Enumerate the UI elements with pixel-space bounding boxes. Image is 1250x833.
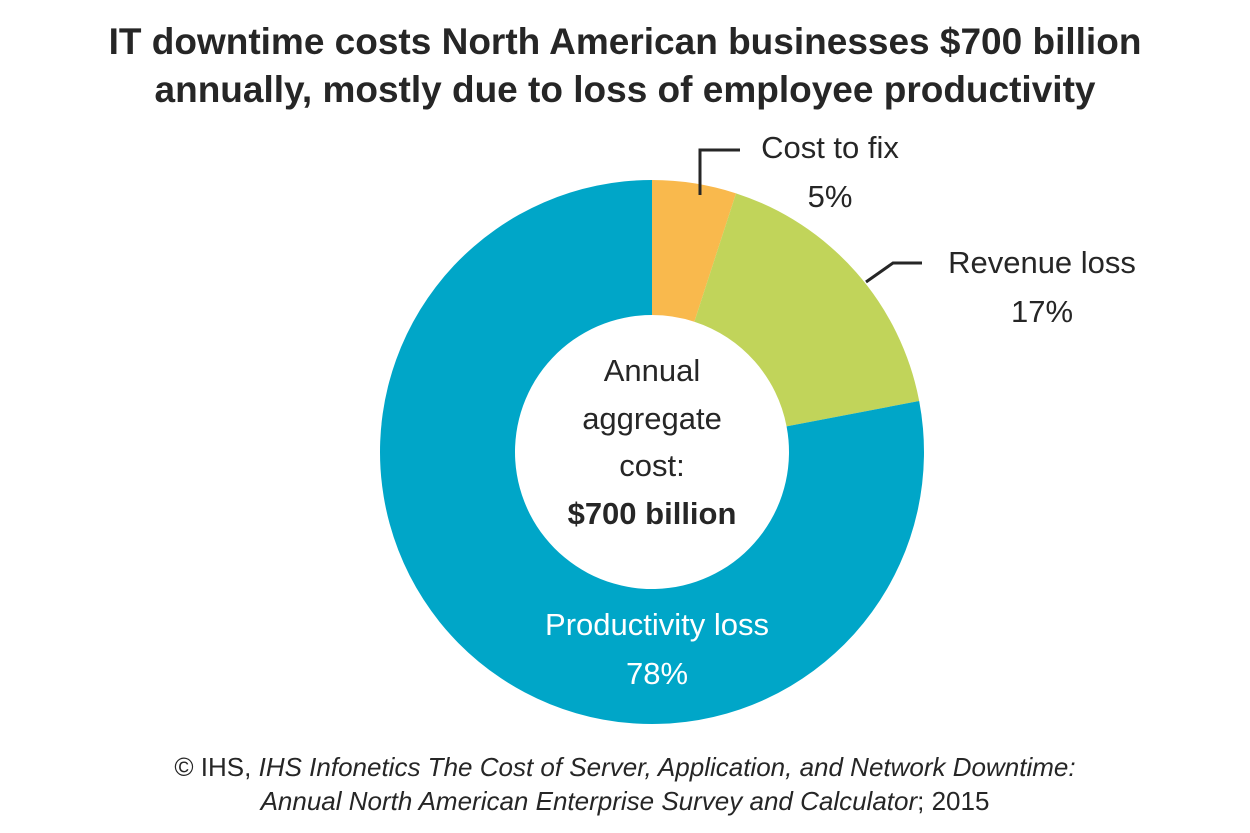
slice: [380, 180, 924, 724]
value-label: 5%: [808, 179, 853, 214]
center-label: Annual: [604, 353, 701, 388]
source: Annual North American Enterprise Survey …: [259, 786, 990, 816]
slice-label: Productivity loss: [545, 607, 769, 642]
slice-label: Cost to fix: [761, 130, 899, 165]
slice: [694, 193, 920, 427]
leader-line: [865, 261, 922, 284]
source: © IHS, IHS Infonetics The Cost of Server…: [174, 752, 1075, 782]
center-label: cost:: [619, 448, 684, 483]
leader-line: [698, 148, 740, 195]
donut: [380, 180, 924, 724]
chart-title: IT downtime costs North American busines…: [109, 21, 1142, 62]
source-title: Annual North American Enterprise Survey …: [259, 786, 919, 816]
slice: [652, 180, 737, 322]
center-label: aggregate: [582, 401, 722, 436]
value-label: 78%: [626, 656, 688, 691]
source-title: IHS Infonetics The Cost of Server, Appli…: [259, 752, 1076, 782]
value-label: 17%: [1011, 294, 1073, 329]
center-label: $700 billion: [568, 496, 737, 531]
source-prefix: © IHS,: [174, 752, 251, 782]
source-suffix: ; 2015: [917, 786, 989, 816]
chart-title: annually, mostly due to loss of employee…: [155, 69, 1096, 110]
slice-label: Revenue loss: [948, 245, 1136, 280]
